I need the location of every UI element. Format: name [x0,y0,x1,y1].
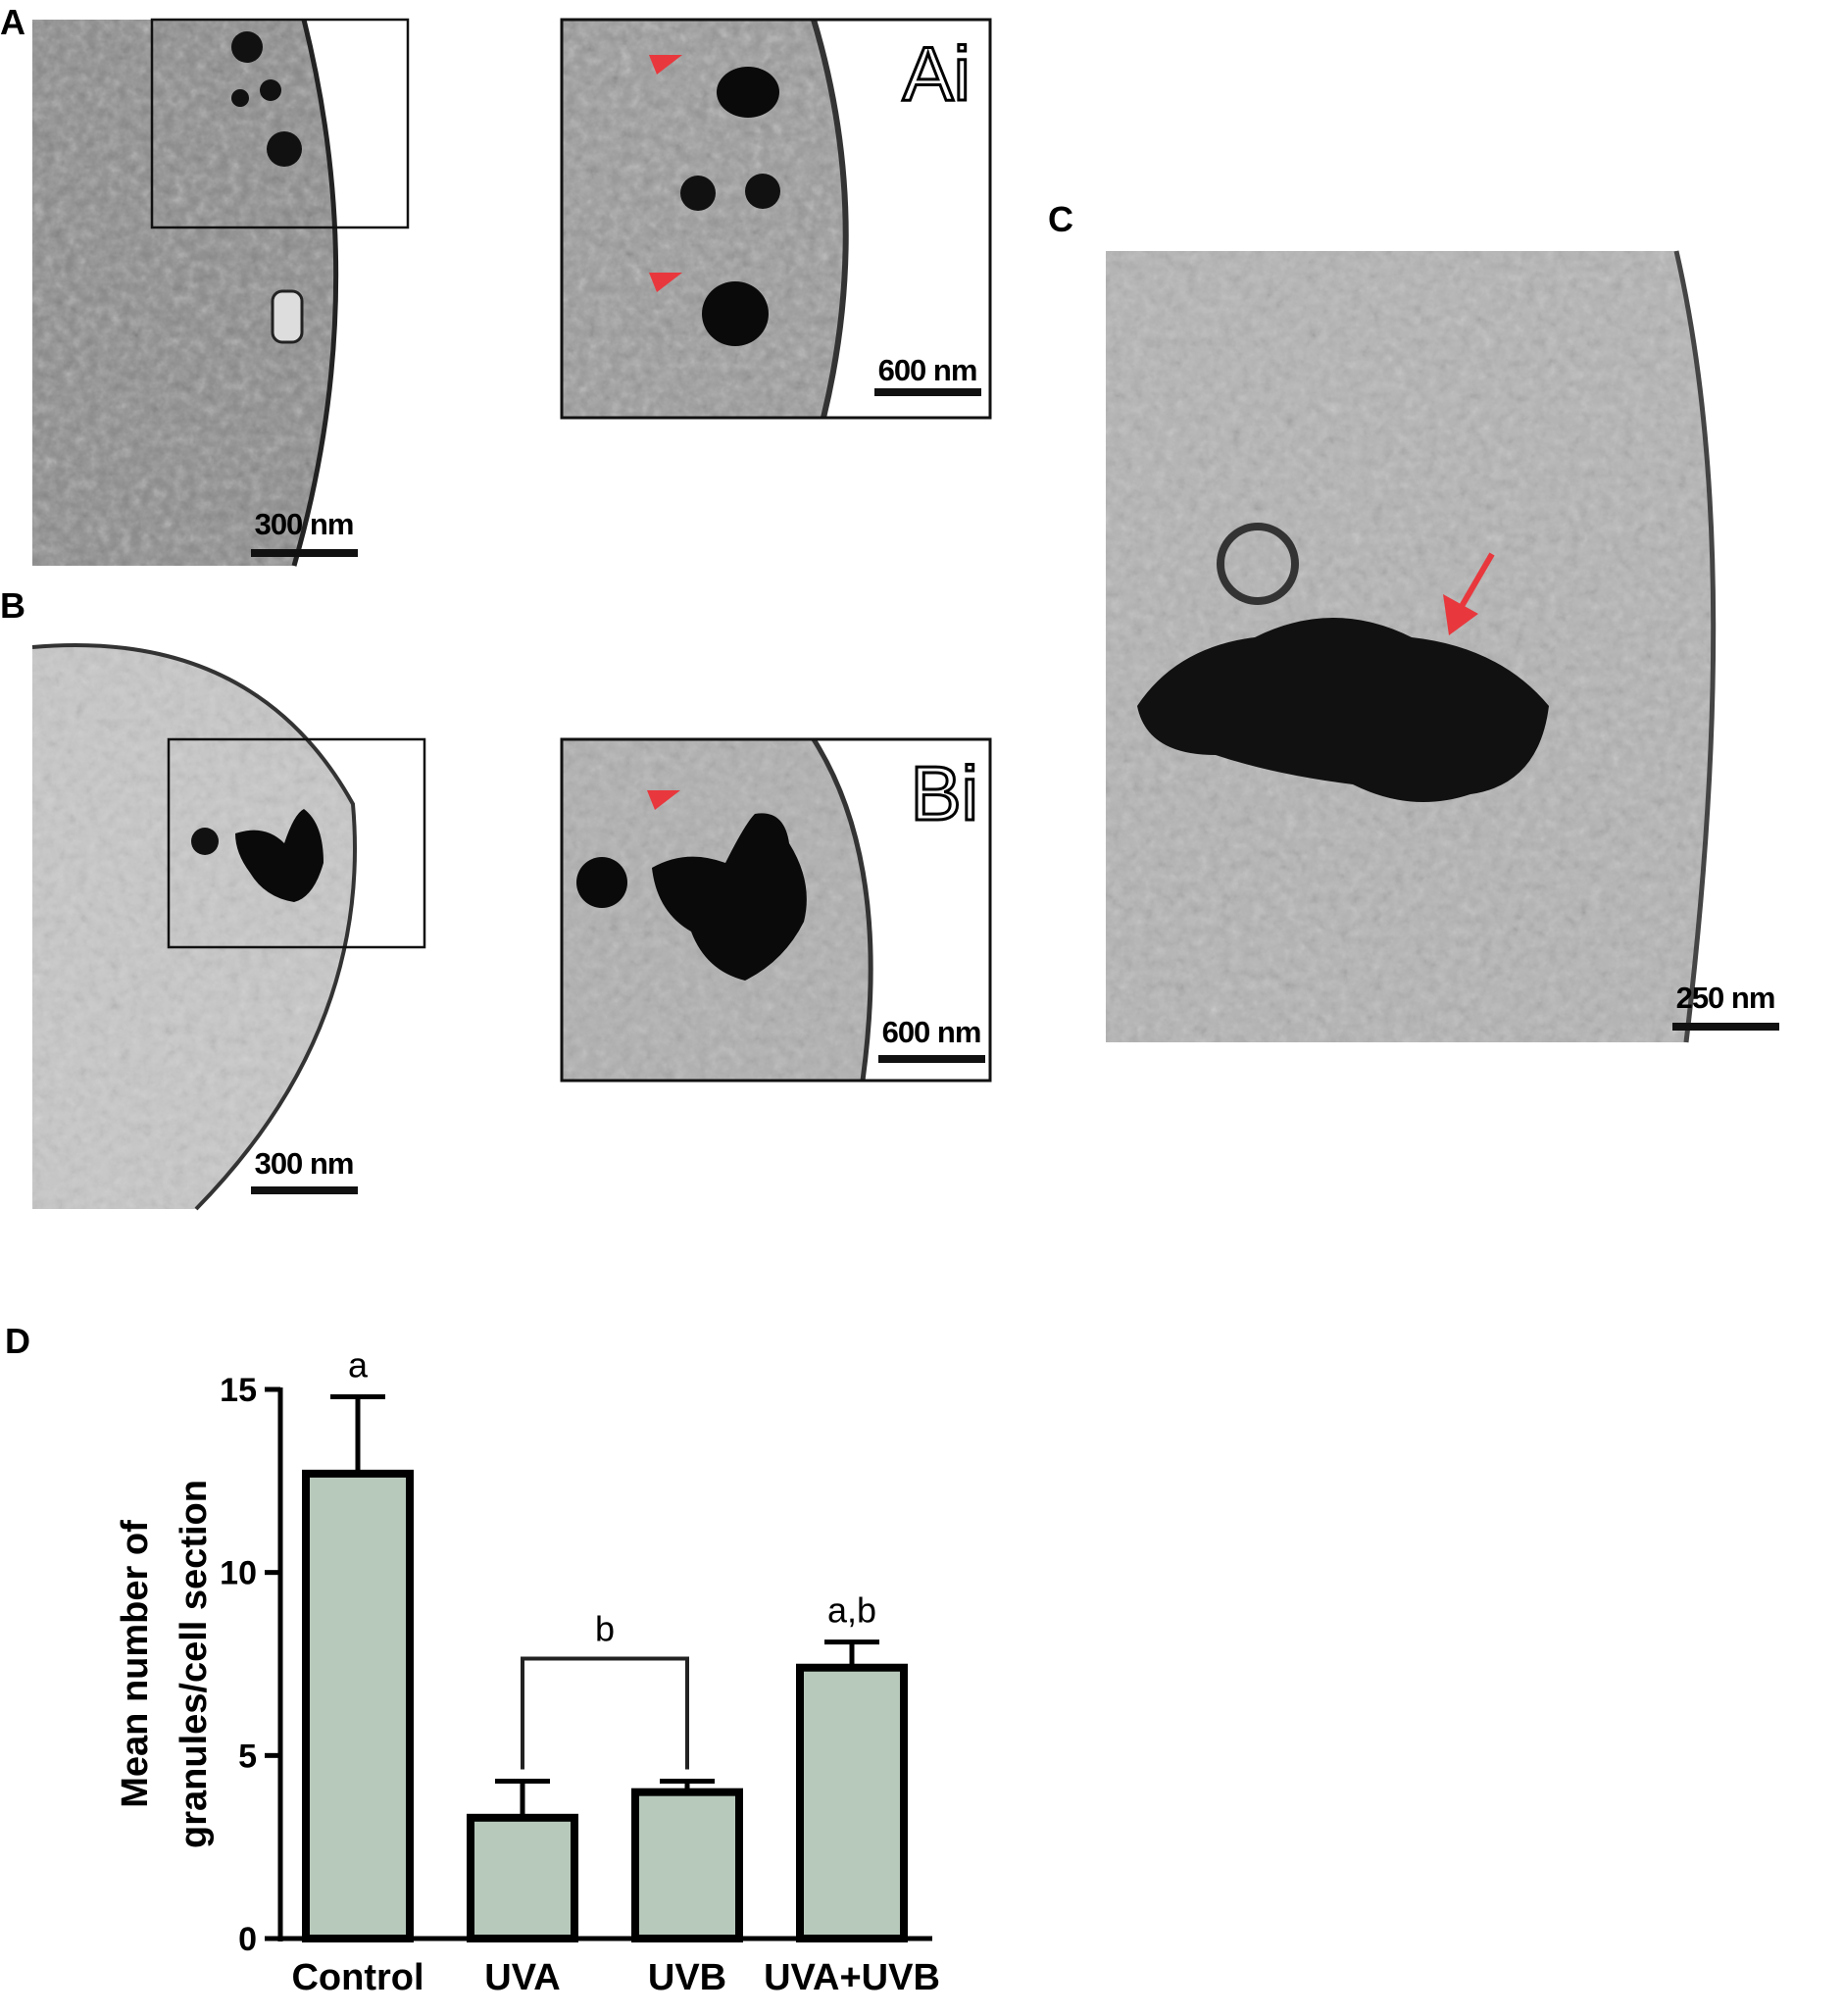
x-tick-label: UVB [648,1957,726,1998]
scale-bar-label: 250 nm [1676,981,1775,1015]
significance-bracket [521,1656,689,1770]
micrograph-a [32,18,410,567]
panel-label: C [1048,199,1073,239]
scale-bar-label: 300 nm [255,1146,354,1181]
y-tick-label: 0 [238,1921,257,1958]
x-tick-label: Control [291,1957,423,1998]
bar [302,1469,414,1943]
scale-bar-label: 300 nm [255,507,354,541]
bar [796,1663,908,1942]
significance-label: a [348,1344,369,1385]
x-tick-label: UVA [484,1957,560,1998]
scale-bar-label: 600 nm [878,353,977,387]
significance-label: b [595,1608,615,1648]
panel-label: B [0,585,25,626]
micrograph-bi [560,737,992,1083]
significance-label: a,b [827,1590,876,1631]
panel-label: Bi [911,750,978,836]
y-tick-label: 5 [238,1738,257,1775]
bar [631,1788,743,1942]
micrograph-b [31,643,426,1211]
scale-bar-label: 600 nm [882,1015,981,1049]
bar-chart: 0 5 10 15 Mean number of granules/cell sectio… [115,1344,940,1998]
y-tick-label: 10 [220,1555,257,1592]
panel-label: D [5,1321,30,1361]
y-tick-label: 15 [220,1372,257,1409]
y-axis-label: granules/cell section [174,1480,215,1848]
x-tick-label: UVA+UVB [764,1957,940,1998]
panel-label: Ai [903,30,971,117]
panel-label: A [0,2,25,42]
y-axis-label: Mean number of [115,1520,156,1808]
micrograph-c [1106,250,1717,1043]
micrograph-ai [560,18,992,420]
bar [467,1813,578,1943]
